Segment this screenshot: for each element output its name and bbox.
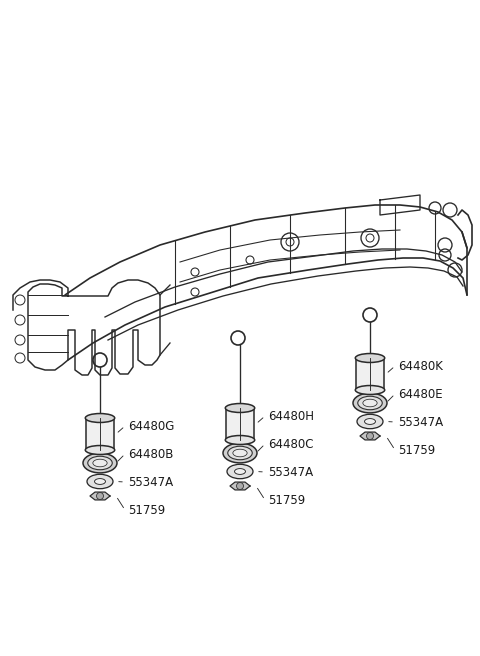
Ellipse shape (95, 479, 106, 484)
Text: 51759: 51759 (398, 443, 435, 457)
Ellipse shape (87, 474, 113, 489)
Ellipse shape (364, 419, 375, 424)
Text: 55347A: 55347A (268, 466, 313, 478)
Text: 64480E: 64480E (398, 388, 443, 401)
Ellipse shape (355, 354, 384, 363)
Ellipse shape (233, 449, 247, 457)
Ellipse shape (227, 464, 253, 479)
Circle shape (367, 432, 373, 440)
Text: 51759: 51759 (268, 493, 305, 506)
Bar (86, 418, 114, 450)
Ellipse shape (88, 457, 112, 470)
Circle shape (237, 483, 243, 489)
Ellipse shape (85, 413, 115, 422)
Circle shape (96, 493, 104, 499)
Ellipse shape (357, 415, 383, 429)
Text: 55347A: 55347A (398, 415, 443, 428)
Bar (226, 408, 254, 440)
Ellipse shape (228, 446, 252, 460)
Text: 55347A: 55347A (128, 476, 173, 489)
Ellipse shape (225, 403, 255, 413)
Text: 51759: 51759 (128, 504, 165, 516)
Polygon shape (90, 492, 110, 500)
Ellipse shape (353, 393, 387, 413)
Ellipse shape (93, 459, 107, 467)
Text: 64480B: 64480B (128, 447, 173, 461)
Text: 64480C: 64480C (268, 438, 313, 451)
Bar (356, 358, 384, 390)
Text: 64480K: 64480K (398, 359, 443, 373)
Ellipse shape (223, 443, 257, 463)
Polygon shape (230, 482, 250, 490)
Ellipse shape (363, 400, 377, 407)
Ellipse shape (83, 453, 117, 473)
Ellipse shape (225, 436, 255, 445)
Ellipse shape (85, 445, 115, 455)
Text: 64480H: 64480H (268, 409, 314, 422)
Ellipse shape (358, 396, 382, 410)
Ellipse shape (355, 386, 384, 394)
Polygon shape (360, 432, 380, 440)
Ellipse shape (235, 468, 245, 474)
Text: 64480G: 64480G (128, 419, 174, 432)
